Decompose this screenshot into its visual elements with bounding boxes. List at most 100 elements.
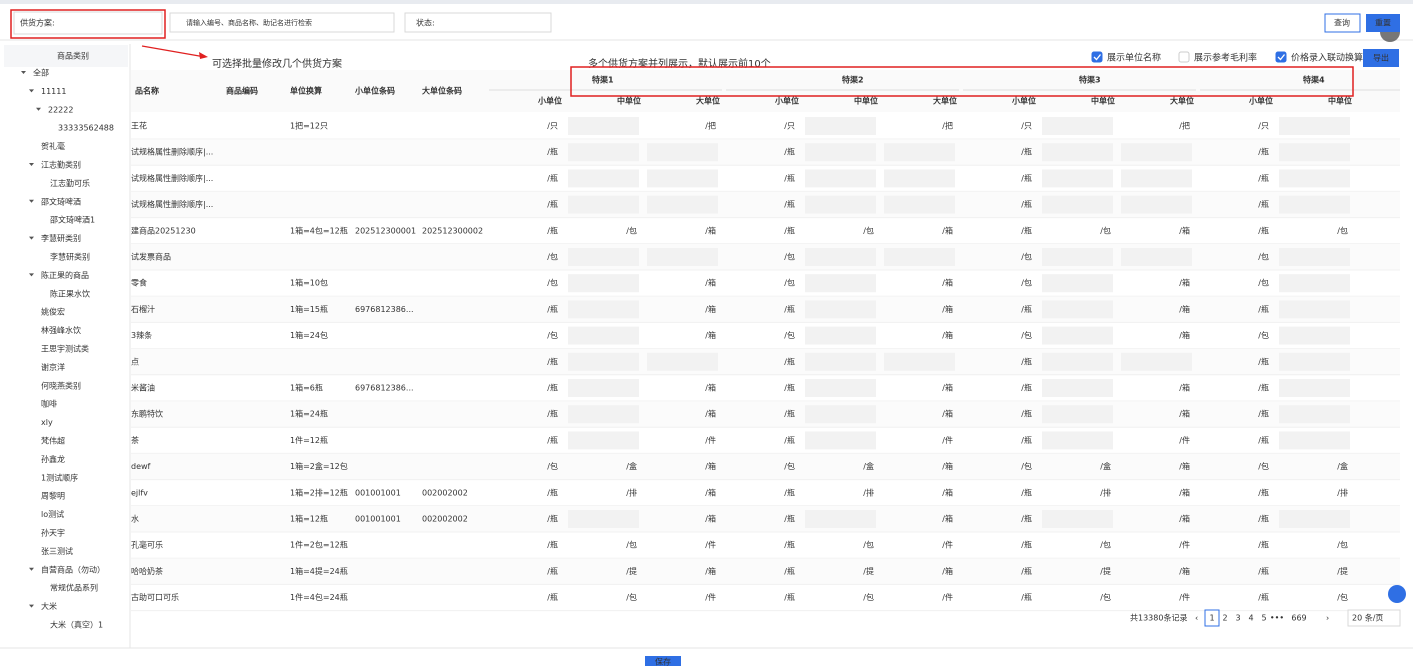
tree-item: 李慧研类别 <box>50 252 90 262</box>
cell-text: 001001001 <box>355 488 401 497</box>
unit-cell: /箱 <box>1179 566 1190 576</box>
page-number[interactable]: 1 <box>1209 614 1214 623</box>
price-input-disabled <box>1279 143 1350 162</box>
page-number[interactable]: 5 <box>1261 614 1266 623</box>
unit-cell: /瓶 <box>547 435 558 445</box>
tree-item: 11111 <box>41 87 66 96</box>
tree-toggle[interactable] <box>29 236 34 240</box>
cell-text: 002002002 <box>422 488 468 497</box>
unit-cell: /瓶 <box>1258 304 1269 314</box>
reset-button[interactable] <box>1366 14 1400 32</box>
tree-toggle[interactable] <box>29 567 34 571</box>
checkbox[interactable] <box>1091 51 1103 63</box>
tree-toggle[interactable] <box>29 604 34 608</box>
unit-header: 大单位 <box>933 96 957 106</box>
price-input-disabled <box>1042 352 1113 371</box>
page-number[interactable]: 4 <box>1248 614 1253 623</box>
price-input-disabled <box>568 248 639 266</box>
search-placeholder: 请输入编号、商品名称、助记名进行检索 <box>186 18 312 27</box>
cell-text: dewf <box>131 462 151 471</box>
unit-cell: /包 <box>1337 225 1348 235</box>
unit-header: 中单位 <box>1328 96 1352 106</box>
search-input[interactable] <box>169 12 395 33</box>
unit-cell: /瓶 <box>1021 514 1032 524</box>
tree-item: 周黎明 <box>41 491 65 501</box>
unit-cell: /包 <box>863 540 874 550</box>
tree-item: 22222 <box>48 105 73 114</box>
unit-cell: /瓶 <box>784 199 795 209</box>
page-current[interactable] <box>1204 609 1220 627</box>
price-input-disabled <box>1042 326 1113 345</box>
unit-cell: /瓶 <box>547 173 558 183</box>
unit-cell: /件 <box>1179 540 1190 550</box>
unit-cell: /箱 <box>942 514 953 524</box>
row-stripe <box>131 401 1400 428</box>
tree-item: 大米 <box>41 601 57 611</box>
page-number[interactable]: 669 <box>1291 614 1306 623</box>
table-header <box>131 70 1400 112</box>
unit-cell: /瓶 <box>547 514 558 524</box>
tree-item: 陈正果水饮 <box>50 288 90 298</box>
tree-toggle[interactable] <box>36 107 41 111</box>
price-input-disabled <box>1279 274 1350 293</box>
unit-cell: /瓶 <box>547 356 558 366</box>
supply-input[interactable] <box>13 11 163 35</box>
unit-cell: /件 <box>942 435 953 445</box>
price-input-disabled <box>805 405 876 424</box>
tree-item: 王思宇测试类 <box>41 344 89 354</box>
page-number[interactable]: 2 <box>1222 614 1227 623</box>
status-select[interactable] <box>404 12 552 33</box>
query-button[interactable] <box>1324 13 1361 33</box>
unit-cell: /包 <box>547 461 558 471</box>
cell-text: 1箱=2排=12瓶 <box>290 487 348 497</box>
page-number[interactable]: ••• <box>1270 614 1284 623</box>
price-input-disabled <box>568 274 639 293</box>
unit-cell: /包 <box>863 592 874 602</box>
price-input-disabled <box>1042 117 1113 135</box>
price-input-disabled <box>568 326 639 345</box>
price-input-disabled <box>647 169 718 188</box>
supply-label: 供货方案: <box>20 18 55 28</box>
unit-cell: /箱 <box>705 304 716 314</box>
tree-item: 李慧研类别 <box>41 233 81 243</box>
unit-cell: /包 <box>784 330 795 340</box>
page-arrow[interactable]: ‹ <box>1195 614 1198 623</box>
tree-toggle[interactable] <box>29 89 34 93</box>
price-input-disabled <box>1279 379 1350 397</box>
tree-toggle[interactable] <box>29 163 34 166</box>
cell-text: 茶 <box>131 435 139 445</box>
tree-toggle[interactable] <box>21 71 26 74</box>
unit-cell: /包 <box>784 461 795 471</box>
price-input-disabled <box>884 143 955 162</box>
option-label: 展示单位名称 <box>1107 52 1161 64</box>
unit-cell: /箱 <box>1179 514 1190 524</box>
checkbox[interactable] <box>1275 51 1287 63</box>
unit-cell: /件 <box>1179 592 1190 602</box>
page-number[interactable]: 3 <box>1235 614 1240 623</box>
unit-cell: /瓶 <box>1021 304 1032 314</box>
tree-toggle[interactable] <box>29 199 34 203</box>
export-button[interactable] <box>1363 49 1399 67</box>
cell-text: 石榴汁 <box>131 304 155 314</box>
unit-cell: /箱 <box>1179 383 1190 393</box>
price-input-disabled <box>805 300 876 319</box>
tree-item: 江志勤可乐 <box>50 178 90 188</box>
unit-cell: /包 <box>626 592 637 602</box>
unit-header: 小单位 <box>1248 96 1273 106</box>
price-input-disabled <box>1121 352 1192 371</box>
sidebar-title: 商品类别 <box>57 51 89 61</box>
cell-text: 试发票商品 <box>131 252 171 262</box>
page-size-select[interactable] <box>1347 609 1401 627</box>
price-input-disabled <box>805 195 876 214</box>
cell-text: 6976812386... <box>355 384 414 393</box>
row-stripe <box>131 506 1400 533</box>
tree-toggle[interactable] <box>29 273 34 277</box>
tree-item: 姚俊宏 <box>41 307 65 317</box>
unit-cell: /瓶 <box>1258 487 1269 497</box>
save-button[interactable] <box>645 656 681 666</box>
unit-cell: /箱 <box>942 330 953 340</box>
assistant-icon[interactable] <box>1388 585 1406 603</box>
checkbox[interactable] <box>1178 51 1190 63</box>
page-arrow[interactable]: › <box>1326 614 1329 623</box>
unit-cell: /排 <box>1337 487 1348 497</box>
